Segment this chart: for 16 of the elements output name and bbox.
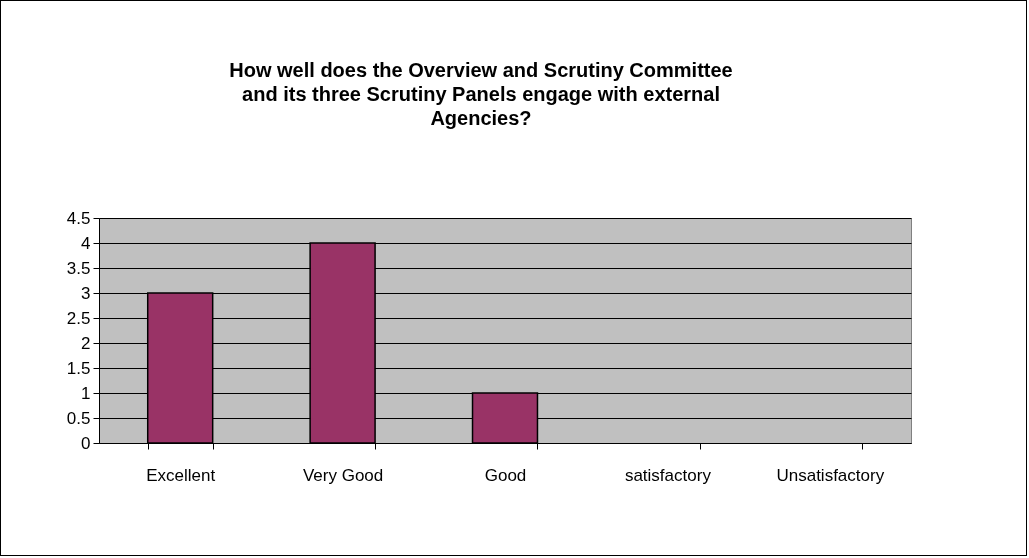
y-tick-label: 1.5 <box>66 358 91 378</box>
y-tick-label: 2.5 <box>66 308 91 328</box>
x-tick-label: Good <box>484 465 527 485</box>
x-tick-label: Excellent <box>146 465 216 485</box>
y-tick-label: 3 <box>81 283 91 303</box>
y-tick-label: 0 <box>81 433 91 453</box>
y-tick-label: 1 <box>81 383 91 403</box>
y-tick-label: 4 <box>81 233 91 253</box>
x-tick-label: Very Good <box>302 465 384 485</box>
chart-title: How well does the Overview and Scrutiny Committee and its three Scrutiny Panels engage with external Agencies? <box>229 59 733 129</box>
x-tick-label: Unsatisfactory <box>776 465 885 485</box>
y-tick-label: 2 <box>81 333 91 353</box>
y-tick-label: 0.5 <box>66 408 91 428</box>
x-tick-label: satisfactory <box>624 465 712 485</box>
y-tick-label: 3.5 <box>66 258 91 278</box>
y-tick-label: 4.5 <box>66 208 91 228</box>
